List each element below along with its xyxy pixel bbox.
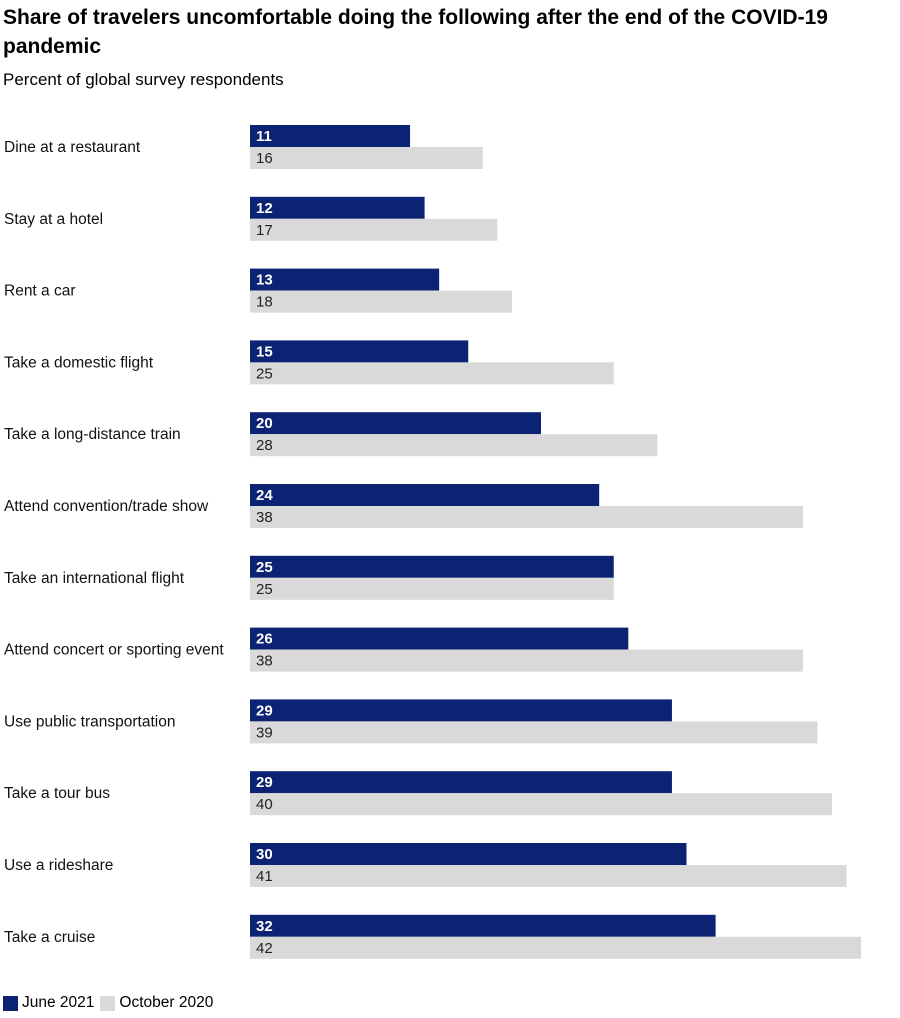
bar-june-2021 [250,268,440,291]
chart-title: Share of travelers uncomfortable doing t… [3,6,828,58]
bar-october-2020 [250,936,862,959]
legend-item-june: June 2021 [3,994,94,1012]
category-label: Use a rideshare [4,857,113,874]
value-label: 11 [256,128,272,145]
category-label: Take a cruise [4,929,95,946]
legend-swatch-june [3,995,18,1011]
value-label: 20 [256,415,273,432]
bar-june-2021 [250,843,687,865]
bar-june-2021 [250,627,629,650]
value-label: 26 [256,631,273,648]
bar-october-2020 [250,362,614,385]
value-label: 13 [256,272,273,289]
bar-october-2020 [250,793,832,816]
bar-june-2021 [250,555,614,578]
value-label: 24 [256,487,273,504]
value-label: 38 [256,509,273,526]
bar-october-2020 [250,649,803,672]
value-label: 25 [256,581,273,598]
value-label: 28 [256,437,273,454]
bar-june-2021 [250,699,672,722]
category-label: Take a domestic flight [4,354,154,371]
bar-october-2020 [250,506,803,528]
bar-october-2020 [250,147,483,169]
bar-june-2021 [250,125,411,147]
legend-item-october: October 2020 [100,994,213,1012]
value-label: 16 [256,150,273,167]
bar-october-2020 [250,721,818,744]
value-label: 17 [256,222,273,239]
category-label: Attend concert or sporting event [4,642,224,659]
legend-swatch-october [100,995,116,1011]
value-label: 38 [256,653,273,670]
category-label: Dine at a restaurant [4,139,141,156]
value-label: 25 [256,559,273,576]
bar-june-2021 [250,196,425,219]
category-label: Take an international flight [4,570,185,587]
bar-june-2021 [250,340,469,363]
bar-chart: Dine at a restaurant 11 16 Stay at a hotel 1… [4,125,862,959]
category-label: Rent a car [4,283,76,300]
bar-october-2020 [250,577,614,600]
bar-june-2021 [250,914,716,937]
value-label: 30 [256,846,273,863]
category-label: Use public transportation [4,713,175,730]
value-label: 41 [256,868,273,885]
bar-june-2021 [250,412,541,435]
value-label: 39 [256,724,273,741]
legend: June 2021 October 2020 [3,994,219,1012]
value-label: 15 [256,343,273,360]
value-label: 29 [256,702,273,719]
value-label: 29 [256,774,273,791]
bar-june-2021 [250,484,600,506]
bar-june-2021 [250,771,672,794]
bar-october-2020 [250,865,847,887]
legend-label-june: June 2021 [22,994,95,1011]
bar-october-2020 [250,290,512,313]
category-label: Stay at a hotel [4,211,103,228]
value-label: 42 [256,940,273,957]
value-label: 40 [256,796,273,813]
value-label: 12 [256,200,273,217]
category-label: Take a long-distance train [4,426,181,443]
value-label: 18 [256,294,273,311]
bar-october-2020 [250,434,658,457]
bar-october-2020 [250,218,498,241]
category-label: Attend convention/trade show [4,498,209,515]
value-label: 25 [256,365,273,382]
value-label: 32 [256,918,273,935]
category-label: Take a tour bus [4,785,110,802]
legend-label-october: October 2020 [119,994,214,1011]
chart-subtitle: Percent of global survey respondents [3,70,284,89]
